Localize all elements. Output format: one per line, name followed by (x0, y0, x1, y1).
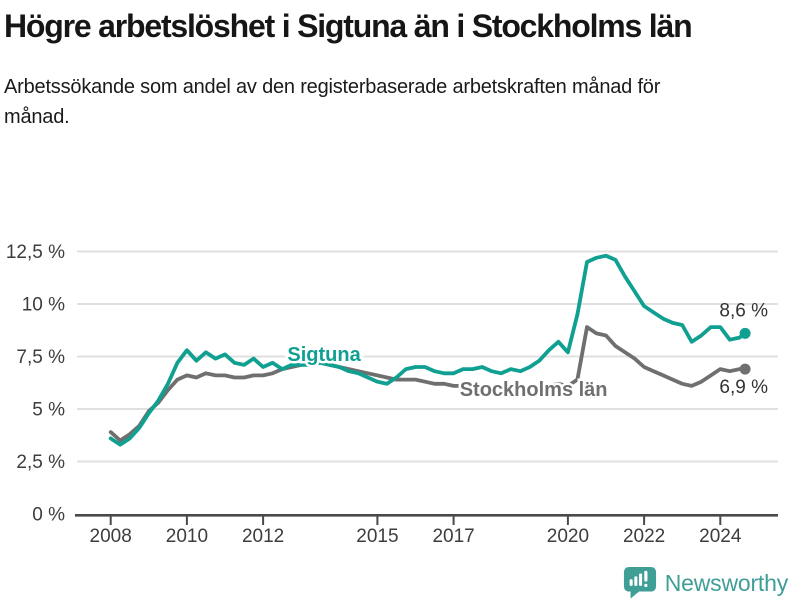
series-line-stockholms-l-n (108, 325, 747, 443)
newsworthy-logo-text: Newsworthy (664, 569, 788, 596)
infographic-page: Högre arbetslöshet i Sigtuna än i Stockh… (0, 6, 800, 606)
y-axis-label-10: 10 % (22, 295, 65, 316)
y-axis-label-12.5: 12,5 % (6, 242, 65, 263)
x-axis-label-2022: 2022 (623, 526, 665, 547)
end-dot-sigtuna (739, 327, 751, 339)
x-axis-label-2017: 2017 (432, 526, 474, 547)
x-axis-label-2020: 2020 (547, 526, 589, 547)
newsworthy-logo: Newsworthy (623, 566, 788, 600)
x-axis-label-2024: 2024 (699, 526, 742, 547)
chart-subtitle: Arbetssökande som andel av den registerb… (4, 75, 661, 128)
x-axis-label-2012: 2012 (242, 526, 284, 547)
x-axis-label-2015: 2015 (356, 526, 398, 547)
y-axis-label-2.5: 2,5 % (16, 452, 65, 473)
end-value-label-stockholms-l-n: 6,9 % (719, 377, 768, 398)
x-axis-label-2010: 2010 (166, 526, 208, 547)
end-value-label-sigtuna: 8,6 % (719, 300, 768, 321)
series-label-sigtuna: Sigtuna (287, 344, 361, 366)
series-label-stockholms-l-n: Stockholms län (460, 379, 608, 401)
chart-title: Högre arbetslöshet i Sigtuna än i Stockh… (4, 8, 693, 44)
x-axis-label-2008: 2008 (90, 526, 132, 547)
y-axis-label-7.5: 7,5 % (16, 347, 65, 368)
series-line-sigtuna (108, 253, 747, 447)
y-axis-label-5: 5 % (32, 400, 65, 421)
unemployment-line-chart: 0 % 2,5 % 5 % 7,5 % 10 % 12,5 % 2008 2010 2012 20… (6, 242, 778, 547)
y-axis-label-0: 0 % (32, 505, 65, 526)
end-dot-stockholms-l-n (739, 363, 751, 375)
newsworthy-speech-bubble-bar-chart-icon (623, 566, 656, 599)
